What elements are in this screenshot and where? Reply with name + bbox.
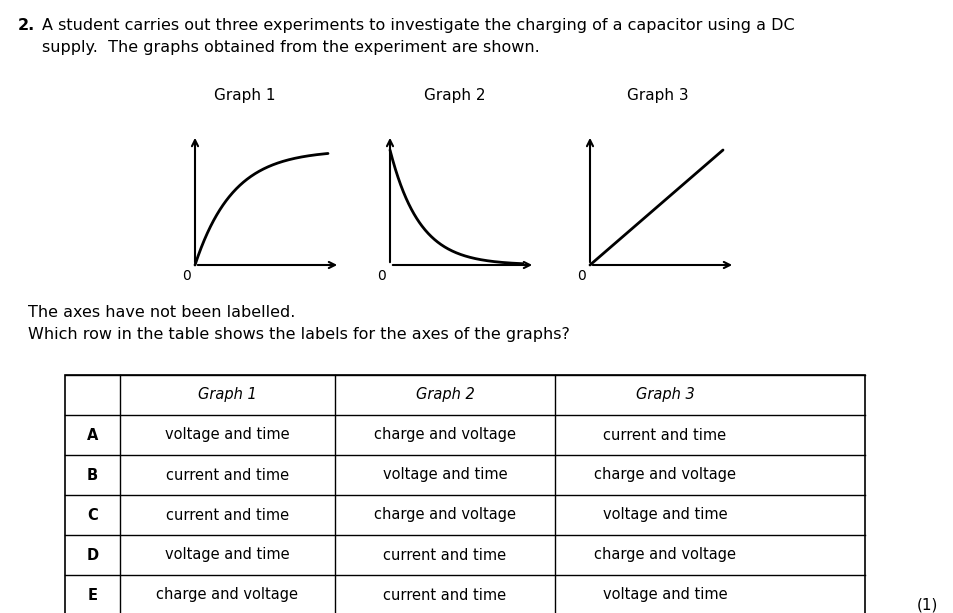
Text: Graph 2: Graph 2 [416,387,474,403]
Text: (1): (1) [916,598,937,613]
Text: charge and voltage: charge and voltage [374,508,516,522]
Bar [65,375,864,613]
Text: 0: 0 [182,269,192,283]
Text: D: D [87,547,98,563]
Text: charge and voltage: charge and voltage [156,587,298,603]
Text: Graph 1: Graph 1 [198,387,256,403]
Text: current and time: current and time [166,468,289,482]
Text: supply.  The graphs obtained from the experiment are shown.: supply. The graphs obtained from the exp… [42,40,539,55]
Text: current and time: current and time [603,427,726,443]
Text: voltage and time: voltage and time [602,587,726,603]
Text: current and time: current and time [383,587,506,603]
Text: E: E [88,587,97,603]
Text: Graph 3: Graph 3 [626,88,688,103]
Text: Graph 1: Graph 1 [214,88,275,103]
Text: A: A [87,427,98,443]
Text: voltage and time: voltage and time [165,547,290,563]
Text: A student carries out three experiments to investigate the charging of a capacit: A student carries out three experiments … [42,18,794,33]
Text: Graph 2: Graph 2 [424,88,485,103]
Text: Graph 3: Graph 3 [635,387,694,403]
Text: charge and voltage: charge and voltage [594,547,735,563]
Text: B: B [87,468,98,482]
Text: charge and voltage: charge and voltage [594,468,735,482]
Text: C: C [87,508,98,522]
Text: voltage and time: voltage and time [602,508,726,522]
Text: The axes have not been labelled.: The axes have not been labelled. [28,305,295,320]
Text: charge and voltage: charge and voltage [374,427,516,443]
Text: current and time: current and time [166,508,289,522]
Text: current and time: current and time [383,547,506,563]
Text: 2.: 2. [18,18,35,33]
Text: 0: 0 [577,269,586,283]
Text: Which row in the table shows the labels for the axes of the graphs?: Which row in the table shows the labels … [28,327,569,342]
Text: 0: 0 [377,269,386,283]
Text: voltage and time: voltage and time [382,468,507,482]
Text: voltage and time: voltage and time [165,427,290,443]
